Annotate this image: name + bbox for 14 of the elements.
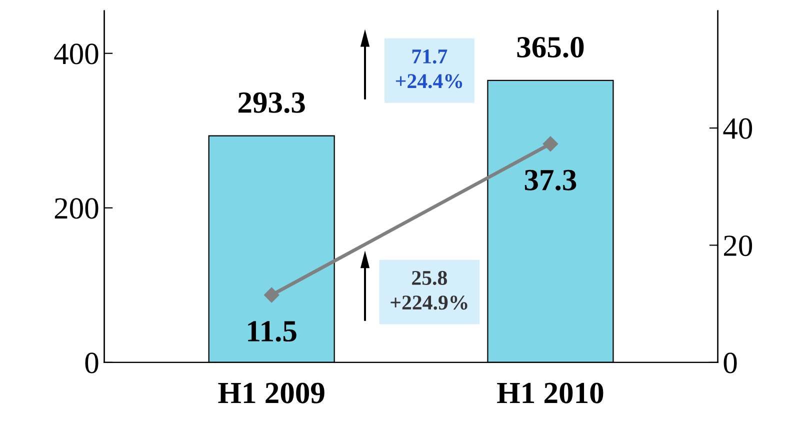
y2-tick-label: 20 <box>724 235 752 256</box>
y2-tick-label: 40 <box>723 118 752 139</box>
data-label: 293.3 <box>238 92 305 114</box>
y-tick-label: 200 <box>54 198 98 219</box>
x-tick-label: H1 2010 <box>497 382 604 404</box>
data-label: 11.5 <box>248 321 296 342</box>
y2-tick-label: 0 <box>724 352 737 374</box>
data-label: 365.0 <box>517 36 584 58</box>
y-tick-label: 0 <box>85 352 98 374</box>
annotation: 71.7 +24.4% <box>396 50 462 88</box>
annotation: 25.8 +224.9% <box>390 270 468 310</box>
x-tick-label: H1 2009 <box>218 382 324 404</box>
data-label: 37.3 <box>524 170 576 191</box>
y-tick-label: 400 <box>54 44 98 64</box>
